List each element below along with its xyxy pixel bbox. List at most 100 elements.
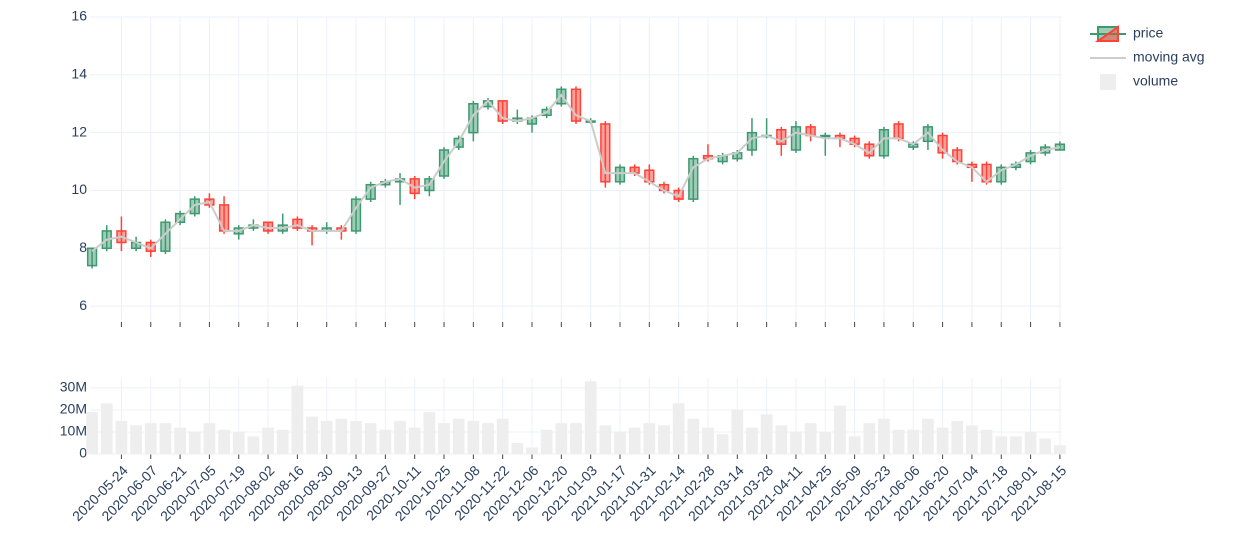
volume-bar [1054,445,1066,454]
volume-bar [834,405,846,454]
volume-bar [760,414,773,454]
candle-body [893,123,904,140]
y-tick-label: 12 [71,123,87,139]
candle-body [614,166,626,183]
y-tick-label: 16 [71,8,87,24]
volume-bar [936,427,949,454]
volume-bar [232,431,245,454]
volume-bar [511,442,524,454]
legend-label: moving avg [1133,49,1205,65]
legend-label: price [1133,25,1164,41]
moving-avg-line [91,93,1061,252]
volume-bar [658,425,670,454]
volume-bar [995,436,1008,454]
volume-bar [379,429,392,454]
volume-bar [526,447,538,454]
volume-bar [584,381,597,454]
volume-bar [247,436,260,454]
volume-bar [115,420,128,454]
legend: price moving avg volume [1090,25,1205,90]
volume-bar [130,425,142,454]
volume-bar [144,423,157,454]
volume-bar [570,423,582,454]
volume-bar [496,418,509,454]
volume-bar [320,420,333,454]
volume-bar [687,418,700,454]
volume-bar [863,423,876,454]
y-tick-label: 8 [79,239,87,255]
volume-bar [643,423,656,454]
y-tick-label: 10 [71,181,87,197]
volume-bar [1039,438,1052,454]
volume-bar [848,436,861,454]
volume-bar [922,418,934,454]
y2-tick-label: 10M [60,423,87,439]
volume-bar [408,427,421,454]
legend-label: volume [1133,73,1178,89]
candle-body [570,88,582,122]
volume-bar [335,418,348,454]
volume-bar [702,427,714,454]
volume-bar [1024,431,1037,454]
volume-bar [892,429,905,454]
volume-bar [790,431,802,454]
candle-body [365,183,376,200]
volume-bar [628,427,641,454]
candle-body [790,126,802,151]
candle-body [160,221,171,252]
volume-bar [394,420,406,454]
candle-body [820,134,831,138]
y2-tick-label: 0 [79,445,87,461]
volume-bar [423,412,436,454]
candle-body [776,128,787,145]
volume-bar [907,429,920,454]
volume-bar [86,412,98,454]
volume-bar [174,427,186,454]
volume-bar [1010,436,1022,454]
volume-bar [555,423,568,454]
y2-tick-label: 20M [60,401,87,417]
volume-bar [746,427,758,454]
legend-icon [1094,25,1119,42]
volume-bar [276,429,289,454]
candle-body [497,100,508,122]
candle-body [86,247,98,267]
volume-bar [467,420,480,454]
volume-bar [100,403,113,454]
candle-body [746,131,758,151]
volume-bar [731,409,744,454]
volume-bar [306,416,318,454]
volume-bar [878,418,890,454]
y-tick-label: 6 [79,297,87,313]
volume-bar [951,420,964,454]
volume-bar [966,425,978,454]
volume-bar [775,425,788,454]
volume-bar [614,431,626,454]
volume-bar [438,423,450,454]
y2-tick-label: 30M [60,379,87,395]
volume-bar [452,418,465,454]
volume-bar [482,423,494,454]
legend-icon [1100,74,1116,90]
volume-bar [819,431,832,454]
volume-bar [599,425,612,454]
volume-bar [980,429,993,454]
volume-bar [218,429,230,454]
candle-body [600,123,611,183]
volume-bar [203,423,216,454]
volume-bar [716,434,729,454]
volume-bar [540,429,553,454]
volume-bar [262,427,274,454]
candle-body [189,198,200,215]
volume-bar [350,420,362,454]
volume-bar [188,431,201,454]
candle-body [174,212,186,224]
volume-bar [364,423,377,454]
volume-bar [672,403,685,454]
candle-body [688,157,699,200]
candle-body [292,218,303,229]
volume-bar [291,385,304,454]
candle-body [468,102,479,134]
y-tick-label: 14 [71,66,87,82]
